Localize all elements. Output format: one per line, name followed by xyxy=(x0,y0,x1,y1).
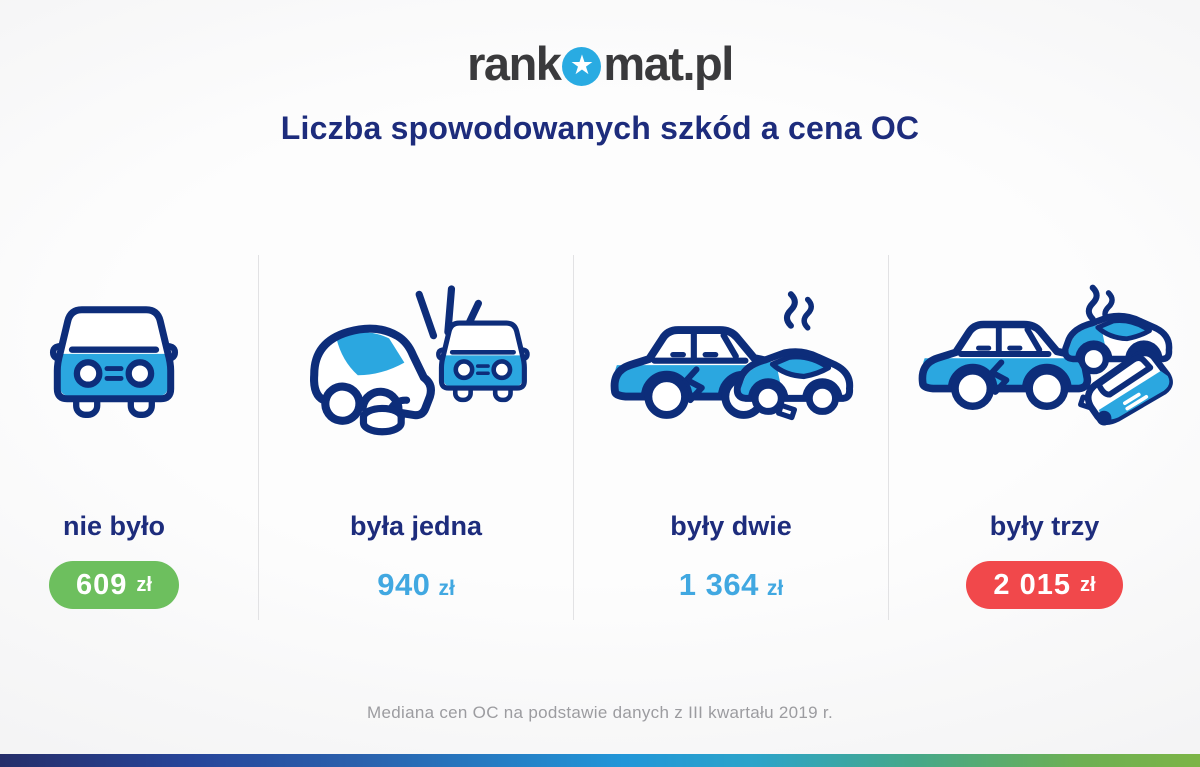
icon-wrap xyxy=(912,267,1177,451)
price-badge-green: 609 zł xyxy=(49,561,179,609)
column-label: były dwie xyxy=(670,511,792,541)
two-cars-head-on-collision-icon xyxy=(310,285,535,436)
price-value: 940 xyxy=(377,567,431,602)
price-unit: zł xyxy=(136,573,152,596)
gradient-bar xyxy=(0,754,1200,767)
two-damaged-cars-icon xyxy=(602,282,860,435)
icon-wrap xyxy=(602,267,860,451)
icon-wrap xyxy=(297,267,535,451)
column-one-damage: była jedna 940 zł xyxy=(258,255,573,620)
undamaged-car-front-icon xyxy=(44,300,184,419)
column-label: nie było xyxy=(62,511,165,541)
source-note: Mediana cen OC na podstawie danych z III… xyxy=(367,703,833,722)
three-car-pileup-icon xyxy=(912,279,1173,426)
logo-star-icon: ★ xyxy=(562,47,602,86)
column-no-damage: nie było 609 zł xyxy=(0,255,258,620)
column-label: były trzy xyxy=(989,511,1100,541)
damage-columns: nie było 609 zł xyxy=(0,255,1200,620)
price-value: 2 015 xyxy=(993,568,1071,601)
price-value: 1 364 xyxy=(678,567,759,602)
rankomat-logo: rank ★ mat.pl xyxy=(0,40,1200,87)
price-text-blue: 940 zł xyxy=(377,567,455,603)
price-text-blue: 1 364 zł xyxy=(679,567,783,603)
price-badge-red: 2 015 zł xyxy=(966,561,1123,609)
page-title: Liczba spowodowanych szkód a cena OC xyxy=(280,110,920,146)
icon-wrap xyxy=(44,267,184,451)
price-value: 609 xyxy=(76,568,128,601)
column-two-damages: były dwie 1 364 zł xyxy=(573,255,888,620)
price-unit: zł xyxy=(438,577,455,600)
price-unit: zł xyxy=(1080,573,1096,596)
logo-text-suffix: mat.pl xyxy=(603,37,734,90)
column-three-damages: były trzy 2 015 zł xyxy=(888,255,1200,620)
column-label: była jedna xyxy=(349,511,483,541)
logo-text-prefix: rank xyxy=(467,37,562,90)
price-unit: zł xyxy=(766,577,784,600)
